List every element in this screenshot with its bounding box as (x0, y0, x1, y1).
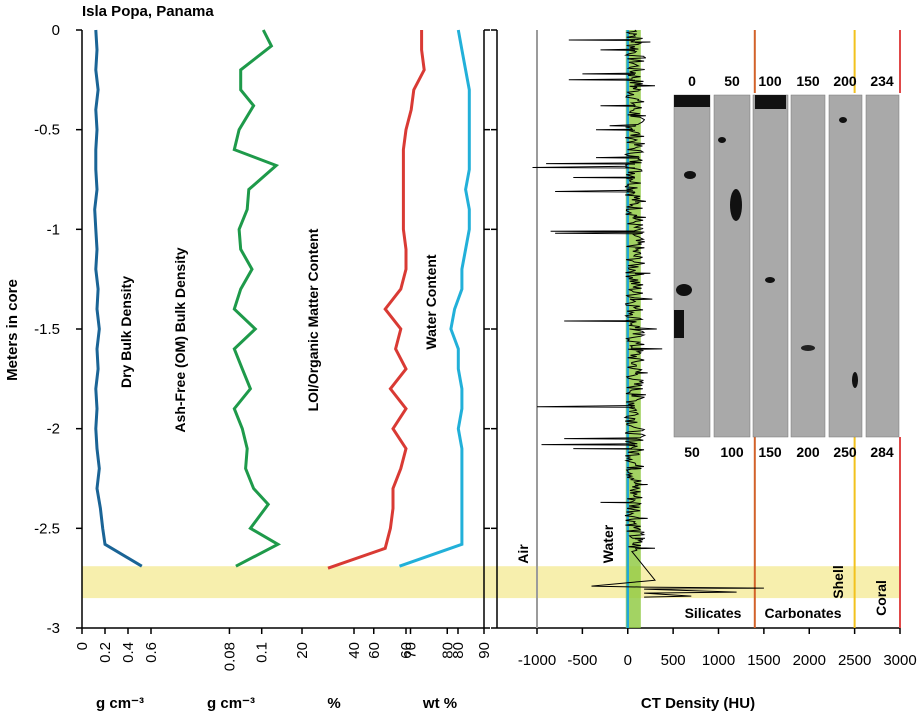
x-tick-label: 0.6 (143, 642, 160, 663)
series-label-ash-free: Ash-Free (OM) Bulk Density (172, 247, 188, 432)
ct-x-tick-label: 500 (661, 652, 686, 669)
core-top-label: 200 (833, 73, 857, 89)
annotation-water: Water (600, 524, 616, 563)
highlight-band (82, 566, 900, 599)
series-line-loi (327, 30, 426, 570)
x-tick-label: 90 (476, 642, 493, 659)
core-bottom-labels: 50 100 150 200 250 284 (684, 444, 894, 460)
core-top-label: 50 (724, 73, 740, 89)
x-tick-label: 60 (398, 642, 415, 659)
annotation-silicates: Silicates (685, 605, 742, 621)
figure-title: Isla Popa, Panama (82, 3, 214, 20)
core-image-inset (670, 93, 902, 438)
core-bottom-label: 200 (796, 444, 820, 460)
y-tick-label: -2.5 (34, 520, 60, 537)
unit-water-content: wt % (422, 695, 457, 712)
x-tick-label: 0.4 (120, 642, 137, 663)
ct-y-ticks (491, 29, 497, 629)
y-axis-ticks: 0 -0.5 -1 -1.5 -2 -2.5 -3 (34, 22, 82, 637)
y-tick-label: -1.5 (34, 321, 60, 338)
core-bottom-label: 150 (758, 444, 782, 460)
annotation-carbonates: Carbonates (764, 605, 841, 621)
series-label-loi: LOI/Organic Matter Content (305, 228, 321, 411)
core-bottom-label: 50 (684, 444, 700, 460)
core-strip-4 (790, 94, 826, 438)
core-top-labels: 0 50 100 150 200 234 (688, 73, 894, 89)
core-top-label: 0 (688, 73, 696, 89)
y-tick-label: -2 (47, 421, 60, 438)
series-line-dry-bulk (93, 29, 143, 568)
unit-ash-free: g cm⁻³ (207, 695, 255, 712)
core-bottom-label: 250 (833, 444, 857, 460)
series-label-dry-bulk: Dry Bulk Density (118, 276, 134, 388)
core-strip-2 (713, 94, 751, 438)
y-axis-ticks-right (484, 29, 490, 629)
y-tick-label: 0 (52, 22, 60, 39)
ct-x-tick-label: 3000 (883, 652, 916, 669)
series-label-water-content: Water Content (423, 254, 439, 349)
ct-x-tick-label: 1500 (747, 652, 780, 669)
core-top-label: 100 (758, 73, 782, 89)
x-tick-label: 60 (366, 642, 383, 659)
core-top-label: 234 (870, 73, 894, 89)
x-tick-label: 70 (403, 642, 420, 659)
core-strip-5 (828, 94, 863, 438)
x-tick-label: 40 (346, 642, 363, 659)
y-tick-label: -3 (47, 620, 60, 637)
ct-x-tick-label: -1000 (518, 652, 556, 669)
x-tick-label: 0.08 (221, 642, 238, 671)
core-strip-6 (865, 94, 900, 438)
ct-x-tick-label: 2000 (793, 652, 826, 669)
loi-axis: 20 40 60 80 (294, 628, 467, 659)
x-tick-label: 0.1 (254, 642, 271, 663)
ct-x-tick-label: 0 (624, 652, 632, 669)
core-strip-1 (673, 94, 711, 438)
ct-x-tick-label: -500 (567, 652, 597, 669)
annotation-shell: Shell (830, 565, 846, 598)
core-bottom-label: 100 (720, 444, 744, 460)
water-content-axis: 60 70 80 90 (366, 628, 493, 659)
x-tick-label: 0 (74, 642, 91, 650)
ct-axis-title: CT Density (HU) (641, 695, 755, 712)
series-line-water-content (399, 29, 471, 568)
x-tick-label: 20 (294, 642, 311, 659)
x-tick-label: 80 (450, 642, 467, 659)
ct-density-trace (532, 29, 764, 598)
core-strip-3 (752, 94, 789, 438)
core-top-label: 150 (796, 73, 820, 89)
ct-x-tick-label: 2500 (838, 652, 871, 669)
annotation-coral: Coral (873, 580, 889, 616)
y-tick-label: -1 (47, 221, 60, 238)
ct-axis: -1000 -500 0 500 1000 1500 2000 2500 3000 (518, 628, 917, 669)
dry-bulk-axis: 0 0.2 0.4 0.6 (74, 628, 160, 663)
ash-free-axis: 0.08 0.1 (221, 628, 271, 671)
ct-x-tick-label: 1000 (702, 652, 735, 669)
core-bottom-label: 284 (870, 444, 894, 460)
annotation-air: Air (515, 544, 531, 564)
x-tick-label: 0.2 (97, 642, 114, 663)
x-tick-label: 80 (439, 642, 456, 659)
y-axis-title: Meters in core (4, 279, 21, 381)
series-line-ash-free (232, 29, 282, 568)
unit-loi: % (327, 695, 340, 712)
unit-dry-bulk: g cm⁻³ (96, 695, 144, 712)
y-tick-label: -0.5 (34, 122, 60, 139)
